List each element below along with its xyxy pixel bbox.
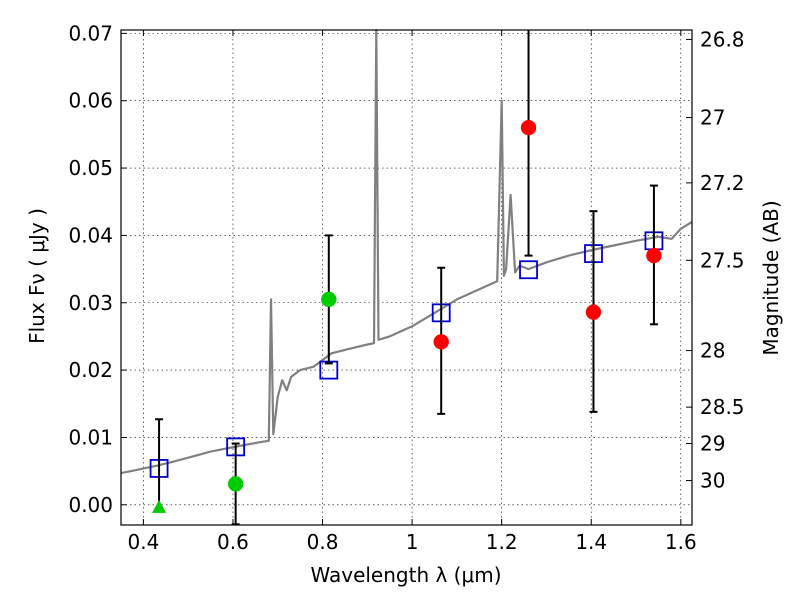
plot-frame (120, 29, 693, 526)
y-tick-label: 0.01 (68, 425, 113, 449)
y-tick-label: 0.02 (68, 358, 113, 382)
x-tick-label: 0.6 (217, 530, 249, 554)
series-layer (120, 28, 693, 526)
x-tick-label: 0.4 (127, 530, 159, 554)
observed-flux-point (646, 247, 662, 264)
y-tick-label: 0.05 (68, 156, 113, 180)
sed-model-line (120, 28, 693, 475)
right-tick-label: 27.2 (700, 171, 745, 195)
y-axis-label-right: Magnitude (AB) (759, 200, 783, 355)
right-tick-label: 28 (700, 339, 725, 363)
observed-flux-point (520, 119, 537, 136)
y-axis-label: Flux Fν ( μJy ) (25, 208, 49, 344)
observed-flux-point (433, 334, 449, 350)
y-tick-label: 0.03 (68, 291, 113, 315)
x-axis-label: Wavelength λ (μm) (310, 563, 501, 587)
x-tick-label: 1.2 (486, 530, 518, 554)
right-tick-label: 30 (700, 469, 725, 493)
observed-flux-point (227, 476, 244, 492)
y-tick-label: 0.07 (68, 21, 113, 45)
y-tick-label: 0.00 (68, 493, 113, 517)
right-tick-label: 27 (700, 106, 725, 130)
observed-flux-point (585, 304, 602, 320)
right-tick-label: 28.5 (700, 395, 745, 419)
x-tick-label: 1.4 (575, 530, 607, 554)
y-tick-label: 0.04 (68, 223, 113, 247)
grid (121, 30, 692, 525)
model-flux-square (519, 260, 538, 280)
observed-flux-point (321, 291, 337, 308)
x-tick-label: 0.8 (307, 530, 339, 554)
upper-limit-triangle (152, 499, 167, 513)
right-tick-label: 26.8 (700, 27, 745, 51)
x-tick-label: 1 (406, 530, 419, 554)
y-tick-label: 0.06 (68, 89, 113, 113)
right-tick-label: 27.5 (700, 248, 745, 272)
x-tick-label: 1.6 (665, 530, 697, 554)
right-tick-label: 29 (700, 432, 725, 456)
ticks: 0.4 0.6 0.8 1 1.2 1.4 1.6 0.00 0.01 0.02 0.03 0.04 0… (68, 21, 744, 554)
